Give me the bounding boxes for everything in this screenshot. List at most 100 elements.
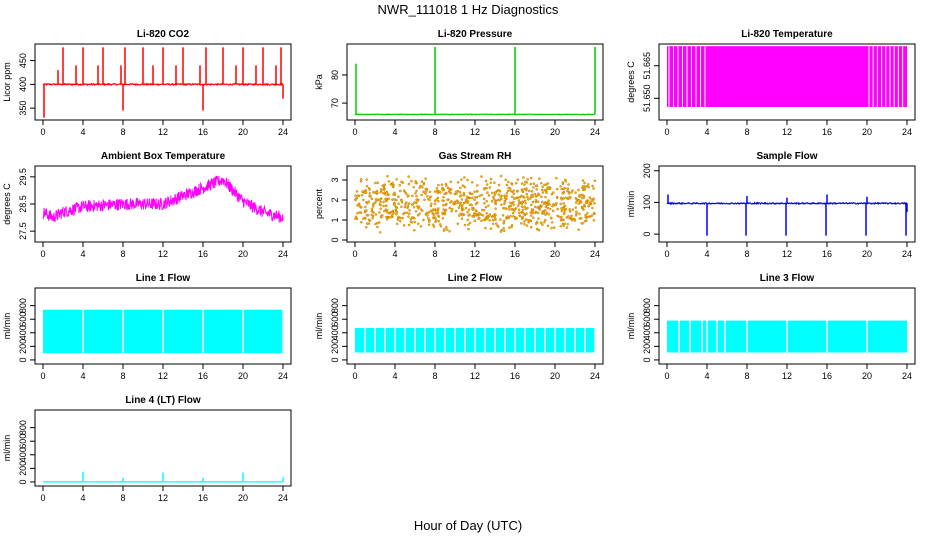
x-tick-label: 20 <box>238 249 248 259</box>
data-point <box>563 186 567 190</box>
data-point <box>565 216 569 219</box>
data-point <box>420 193 423 197</box>
data-point <box>458 202 462 205</box>
data-point <box>583 220 587 223</box>
figure-title: NWR_111018 1 Hz Diagnostics <box>377 2 559 17</box>
y-tick-label: 200 <box>642 339 652 354</box>
data-point <box>495 222 498 225</box>
x-tick-label: 16 <box>822 249 832 259</box>
data-point <box>516 190 520 193</box>
data-point <box>374 181 377 185</box>
data-point <box>562 202 565 205</box>
data-point <box>547 213 550 216</box>
data-point <box>539 221 543 224</box>
data-point <box>416 213 420 217</box>
data-point <box>574 214 578 217</box>
data-point <box>420 180 424 183</box>
x-tick-label: 20 <box>550 249 560 259</box>
data-point <box>363 209 367 213</box>
data-point <box>449 180 453 184</box>
data-point <box>521 215 524 219</box>
data-point <box>455 190 458 193</box>
data-point <box>568 210 572 213</box>
data-point <box>508 226 511 229</box>
y-tick-label: 0 <box>642 232 652 237</box>
data-point <box>518 214 522 218</box>
data-point <box>478 212 481 215</box>
data-point <box>542 202 546 205</box>
x-tick-label: 24 <box>902 371 912 381</box>
data-point <box>461 184 465 187</box>
y-tick-label: 0 <box>18 357 28 362</box>
data-point <box>548 203 551 206</box>
data-point <box>466 211 469 214</box>
data-point <box>507 180 510 184</box>
data-point <box>365 184 369 188</box>
data-point <box>550 226 553 230</box>
data-point <box>537 205 540 209</box>
data-point <box>522 176 525 179</box>
y-tick-label: 29.5 <box>18 168 28 186</box>
data-point <box>393 198 396 201</box>
data-point <box>529 225 533 229</box>
data-point <box>546 182 550 185</box>
data-point <box>520 222 523 225</box>
y-tick-label: 400 <box>18 447 28 462</box>
data-point <box>450 200 453 203</box>
data-point <box>541 188 544 192</box>
data-point <box>454 209 458 213</box>
x-tick-label: 0 <box>352 371 357 381</box>
data-point <box>453 200 457 204</box>
data-point <box>435 198 438 201</box>
x-tick-label: 8 <box>744 249 749 259</box>
x-tick-label: 12 <box>158 371 168 381</box>
data-point <box>485 217 489 220</box>
data-point <box>510 183 514 186</box>
data-point <box>505 194 508 198</box>
data-point <box>520 182 524 185</box>
data-point <box>441 199 444 202</box>
data-point <box>488 219 491 222</box>
panel-title: Line 2 Flow <box>448 273 503 284</box>
panel-2: Li-820 Pressure 0 4 8 12 16 20 24 70 80 kPa <box>314 29 604 137</box>
data-point <box>494 207 497 210</box>
data-point <box>458 195 462 198</box>
data-point <box>392 212 395 215</box>
data-point <box>466 200 470 203</box>
data-point <box>395 222 399 226</box>
data-point <box>518 195 522 199</box>
data-point <box>485 212 489 215</box>
x-tick-label: 8 <box>432 249 437 259</box>
data-point <box>581 179 585 182</box>
data-point <box>505 217 508 220</box>
data-point <box>505 207 508 210</box>
data-point <box>536 220 539 224</box>
data-point <box>374 200 378 203</box>
data-point <box>355 190 359 193</box>
data-point <box>414 181 417 185</box>
data-point <box>480 175 483 178</box>
data-point <box>472 213 476 216</box>
data-point <box>470 203 473 207</box>
data-point <box>368 192 372 195</box>
y-tick-label: 350 <box>18 101 28 116</box>
data-point <box>582 184 585 188</box>
data-point <box>429 195 432 198</box>
data-point <box>494 191 498 194</box>
x-tick-label: 0 <box>352 127 357 137</box>
data-point <box>514 206 518 210</box>
data-point <box>575 210 578 213</box>
y-tick-label: 600 <box>18 434 28 449</box>
data-point <box>566 187 570 190</box>
data-point <box>386 192 390 196</box>
data-point <box>402 212 405 216</box>
data-point <box>405 192 408 196</box>
y-tick-label: 0 <box>330 237 340 242</box>
data-point <box>536 200 540 203</box>
x-tick-label: 24 <box>278 127 288 137</box>
data-point <box>503 229 506 233</box>
data-point <box>463 176 466 179</box>
data-point <box>368 219 372 222</box>
data-point <box>416 199 419 203</box>
data-point <box>362 198 365 202</box>
